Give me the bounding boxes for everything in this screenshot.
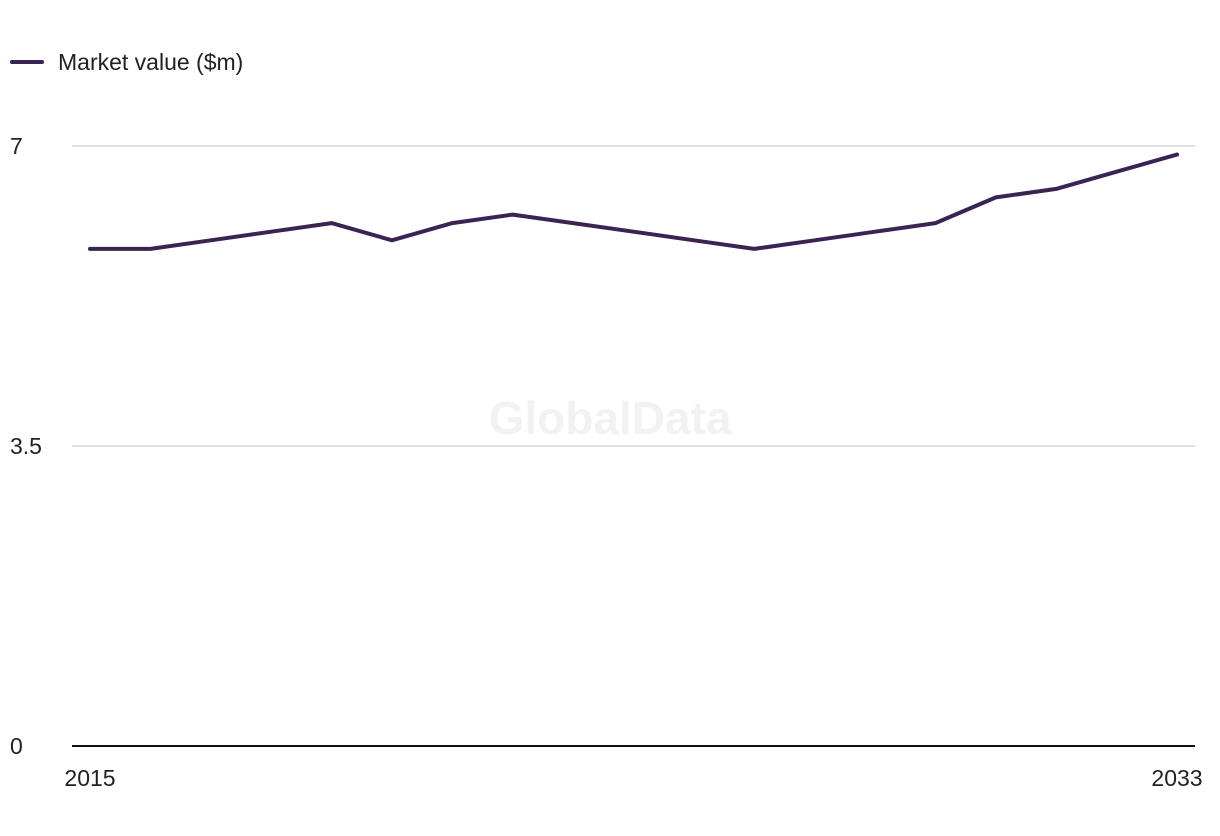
x-tick-label: 2015	[64, 765, 115, 791]
data-point	[752, 247, 756, 251]
data-point	[1054, 187, 1058, 191]
data-point	[933, 221, 937, 225]
data-point	[269, 230, 273, 234]
data-point	[330, 221, 334, 225]
series-line	[88, 152, 1179, 251]
data-point	[88, 247, 92, 251]
y-tick-label: 0	[10, 733, 23, 759]
data-point	[390, 238, 394, 242]
data-point	[511, 213, 515, 217]
data-point	[873, 230, 877, 234]
series	[88, 152, 1179, 251]
tick-labels: 0 3.5 7 2015 2033	[10, 133, 1203, 791]
data-point	[571, 221, 575, 225]
data-point	[148, 247, 152, 251]
legend-label: Market value ($m)	[58, 49, 243, 75]
data-point	[450, 221, 454, 225]
data-point	[1175, 153, 1179, 157]
data-point	[994, 195, 998, 199]
data-point	[1115, 170, 1119, 174]
data-point	[632, 230, 636, 234]
legend: Market value ($m)	[10, 49, 243, 75]
y-tick-label: 7	[10, 133, 23, 159]
gridlines	[72, 145, 1195, 447]
x-tick-label: 2033	[1151, 765, 1202, 791]
data-point	[813, 238, 817, 242]
data-point	[209, 238, 213, 242]
y-tick-label: 3.5	[10, 433, 42, 459]
data-point	[692, 238, 696, 242]
watermark: GlobalData	[489, 392, 732, 444]
